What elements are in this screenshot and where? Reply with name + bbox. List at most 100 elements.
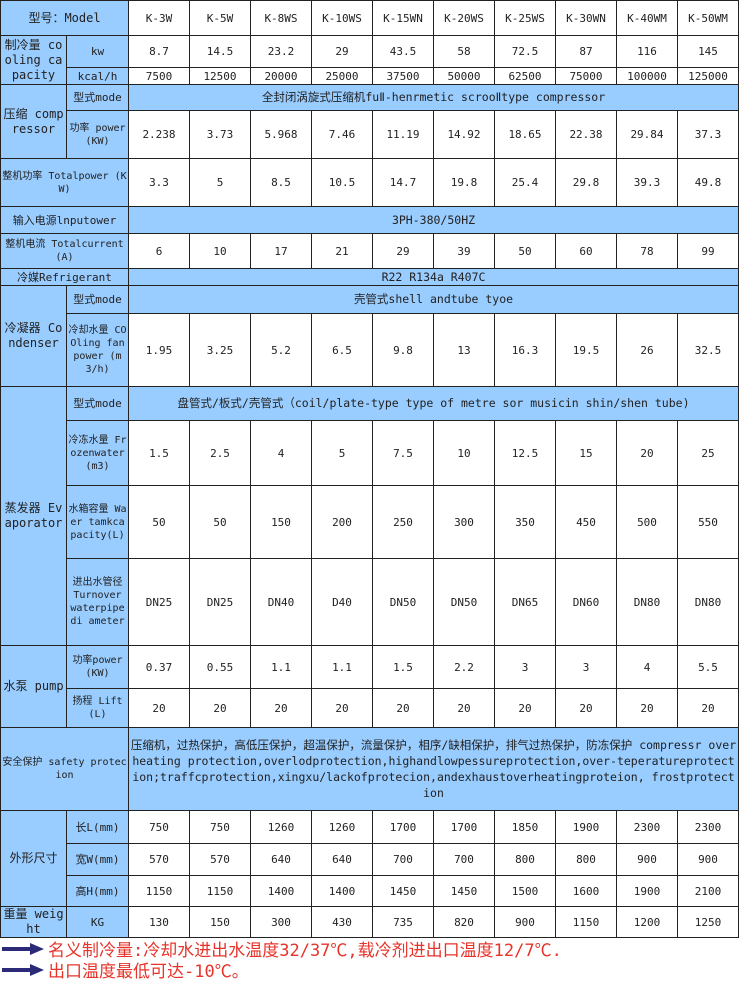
group-label: 冷凝器 Condenser xyxy=(0,285,67,387)
table-row: 输入电源lnputower 3PH-380/50HZ xyxy=(0,206,739,234)
value-cell: 735 xyxy=(372,906,434,938)
table-row: 水泵 pump 功率power (KW) 0.37 0.55 1.1 1.1 1.5 2.2 3… xyxy=(0,645,739,728)
value-cell: 700 xyxy=(372,843,434,876)
value-cell: 6 xyxy=(128,233,190,269)
sub-label: 进出水管径 Turnover waterpipe di ameter xyxy=(66,558,129,646)
value-cell: 900 xyxy=(616,843,678,876)
spanning-value: 壳管式shell andtube tyoe xyxy=(128,285,739,314)
table-row: 蒸发器 Evaporator 型式mode 盘管式/板式/壳管式（coil/plat… xyxy=(0,386,739,646)
value-cell: 3 xyxy=(494,645,556,689)
value-cell: D40 xyxy=(311,558,373,646)
table-row: 高H(mm) 1150 1150 1400 1400 1450 1450 1500 1600 19… xyxy=(1,875,739,907)
value-cell: 7.5 xyxy=(372,420,434,486)
value-cell: 750 xyxy=(128,810,190,844)
value-cell: 1850 xyxy=(494,810,556,844)
table-row: 冷媒Refrigerant R22 R134a R407C xyxy=(0,268,739,286)
value-cell: 16.3 xyxy=(494,313,556,387)
sub-label: 扬程 Lift(L) xyxy=(66,688,129,728)
value-cell: DN80 xyxy=(677,558,739,646)
table-row: 进出水管径 Turnover waterpipe di ameter DN25 DN… xyxy=(1,558,739,646)
value-cell: 0.37 xyxy=(128,645,190,689)
value-cell: 22.38 xyxy=(555,110,617,159)
value-cell: 2300 xyxy=(616,810,678,844)
table-row: 扬程 Lift(L) 20 20 20 20 20 20 20 20 20 20 xyxy=(1,688,739,728)
value-cell: 0.55 xyxy=(189,645,251,689)
spanning-value: 全封闭涡旋式压缩机fuⅡ-henrmetic scrooⅡtype compre… xyxy=(128,84,739,111)
value-cell: 20 xyxy=(616,420,678,486)
row-label: 冷媒Refrigerant xyxy=(0,268,129,286)
spanning-value: R22 R134a R407C xyxy=(128,268,739,286)
value-cell: 20 xyxy=(433,688,495,728)
value-cell: 87 xyxy=(555,35,617,68)
value-cell: 17 xyxy=(250,233,312,269)
value-cell: DN25 xyxy=(128,558,190,646)
arrow-right-icon xyxy=(0,942,46,956)
model-header: K-3W xyxy=(128,0,190,36)
value-cell: 5.2 xyxy=(250,313,312,387)
value-cell: 8.7 xyxy=(128,35,190,68)
value-cell: 39 xyxy=(433,233,495,269)
value-cell: 1400 xyxy=(311,875,373,907)
table-row: kcal/h 7500 12500 20000 25000 37500 50000 62500… xyxy=(1,67,739,85)
value-cell: 900 xyxy=(494,906,556,938)
value-cell: 4 xyxy=(616,645,678,689)
model-header: K-50WM xyxy=(677,0,739,36)
table-row: 外形尺寸 长L(mm) 750 750 1260 1260 1700 1700 1850 1900… xyxy=(0,810,739,907)
model-header: K-15WN xyxy=(372,0,434,36)
model-header: K-30WN xyxy=(555,0,617,36)
value-cell: 300 xyxy=(250,906,312,938)
value-cell: 20 xyxy=(128,688,190,728)
value-cell: 20 xyxy=(311,688,373,728)
value-cell: 11.19 xyxy=(372,110,434,159)
value-cell: 1900 xyxy=(555,810,617,844)
value-cell: 72.5 xyxy=(494,35,556,68)
value-cell: 5 xyxy=(189,158,251,207)
table-row: 整机电流 Totalcurrent(A) 6 10 17 21 29 39 50 60 78 99 xyxy=(0,233,739,269)
value-cell: 58 xyxy=(433,35,495,68)
value-cell: 3 xyxy=(555,645,617,689)
value-cell: 1260 xyxy=(311,810,373,844)
model-header: K-40WM xyxy=(616,0,678,36)
value-cell: 130 xyxy=(128,906,190,938)
value-cell: 1450 xyxy=(433,875,495,907)
value-cell: 12.5 xyxy=(494,420,556,486)
model-header: K-20WS xyxy=(433,0,495,36)
value-cell: 1500 xyxy=(494,875,556,907)
value-cell: 43.5 xyxy=(372,35,434,68)
sub-label: 冷冻水量 Frozenwater (m3) xyxy=(66,420,129,486)
spec-table: 型号：Model K-3W K-5W K-8WS K-10WS K-15WN K-20WS K… xyxy=(0,0,739,938)
value-cell: 450 xyxy=(555,485,617,559)
value-cell: 20 xyxy=(616,688,678,728)
arrow-right-icon xyxy=(0,963,46,977)
value-cell: 1900 xyxy=(616,875,678,907)
value-cell: 1.1 xyxy=(250,645,312,689)
value-cell: 800 xyxy=(494,843,556,876)
table-row: 冷凝器 Condenser 型式mode 壳管式shell andtube tyoe xyxy=(0,285,739,387)
value-cell: 8.5 xyxy=(250,158,312,207)
value-cell: 300 xyxy=(433,485,495,559)
value-cell: 350 xyxy=(494,485,556,559)
value-cell: DN50 xyxy=(372,558,434,646)
value-cell: 50 xyxy=(189,485,251,559)
value-cell: 5 xyxy=(311,420,373,486)
value-cell: 2.2 xyxy=(433,645,495,689)
sub-label: 型式mode xyxy=(66,285,129,314)
value-cell: 1700 xyxy=(372,810,434,844)
value-cell: 50 xyxy=(494,233,556,269)
note-2: 出口温度最低可达-10℃。 xyxy=(0,959,740,982)
value-cell: 14.5 xyxy=(189,35,251,68)
value-cell: 1.95 xyxy=(128,313,190,387)
value-cell: 20 xyxy=(494,688,556,728)
table-row: 冷却水量 COOling fan power (m3/h) 1.95 3.25 5.2… xyxy=(1,313,739,387)
value-cell: 10 xyxy=(189,233,251,269)
sub-label: 冷却水量 COOling fan power (m3/h) xyxy=(66,313,129,387)
table-row: 重量 weight KG 130 150 300 430 735 820 900 1150 1200… xyxy=(0,906,739,938)
value-cell: 14.92 xyxy=(433,110,495,159)
value-cell: DN40 xyxy=(250,558,312,646)
sub-label: 长L(mm) xyxy=(66,810,129,844)
value-cell: 78 xyxy=(616,233,678,269)
sub-label: 功率power (KW) xyxy=(66,645,129,689)
value-cell: 19.8 xyxy=(433,158,495,207)
value-cell: 29 xyxy=(311,35,373,68)
value-cell: 12500 xyxy=(189,67,251,85)
